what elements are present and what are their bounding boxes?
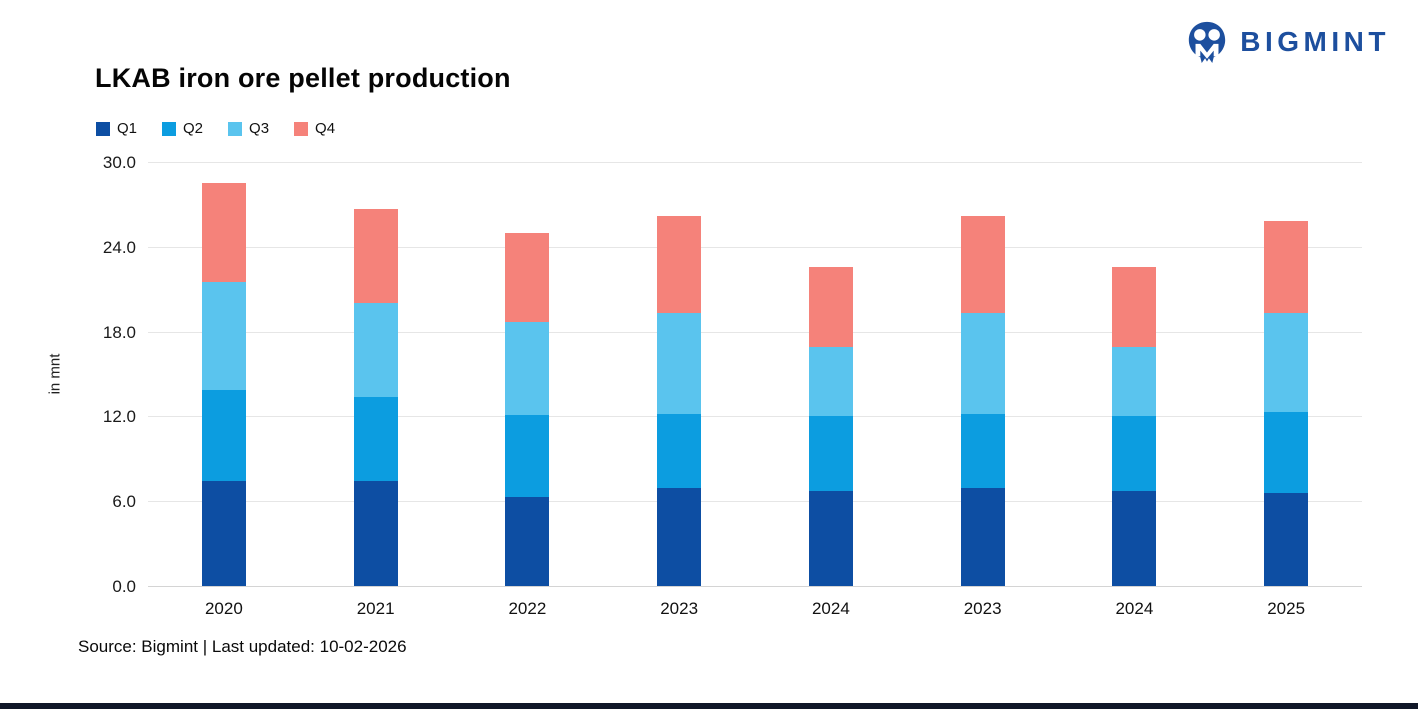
legend-item-q4: Q4 xyxy=(294,120,335,137)
y-tick-label: 0.0 xyxy=(112,577,136,596)
bar-segment-q1 xyxy=(1264,492,1309,586)
bar-segment-q4 xyxy=(1112,266,1157,348)
gridline: 30.0 xyxy=(103,153,1362,172)
x-tick-label: 2024 xyxy=(1115,599,1154,618)
bigmint-logo-icon xyxy=(1184,20,1230,64)
bar-segment-q3 xyxy=(353,303,398,397)
bar-segment-q4 xyxy=(201,183,246,283)
bars-container: 2020 2021 2022 2023 2024 2023 2024 2025 xyxy=(148,162,1362,618)
legend: Q1 Q2 Q3 Q4 xyxy=(96,120,335,137)
bar-segment-q4 xyxy=(960,215,1005,314)
bar-segment-q2 xyxy=(808,416,853,492)
bar-column-2024-6: 2024 xyxy=(1059,162,1211,618)
bar-segment-q1 xyxy=(657,488,702,586)
legend-swatch-q4 xyxy=(294,121,309,136)
bar-segment-q1 xyxy=(960,488,1005,586)
bar-column-2023-3: 2023 xyxy=(603,162,755,618)
plot-area: 0.0 6.0 12.0 18.0 24.0 30.0 2020 2021 2022 2023 2… xyxy=(103,153,1362,618)
bigmint-logo: BIGMINT xyxy=(1184,20,1390,64)
x-tick-label: 2020 xyxy=(204,599,243,618)
bar-segment-q1 xyxy=(1112,491,1157,586)
bar-column-2024-4: 2024 xyxy=(755,162,907,618)
bar-column-2025-7: 2025 xyxy=(1210,162,1362,618)
bigmint-logo-text: BIGMINT xyxy=(1240,26,1390,57)
bar-segment-q2 xyxy=(960,413,1005,489)
bar-segment-q3 xyxy=(201,282,246,390)
bar-segment-q3 xyxy=(505,321,550,415)
bar-segment-q1 xyxy=(505,496,550,586)
bar-column-2022-2: 2022 xyxy=(452,162,604,618)
stacked-bar xyxy=(353,208,398,586)
y-tick-label: 24.0 xyxy=(102,237,136,257)
gridline: 12.0 xyxy=(103,407,1362,426)
bar-column-2021-1: 2021 xyxy=(300,162,452,618)
stacked-bar xyxy=(505,232,550,586)
gridline: 24.0 xyxy=(103,238,1362,257)
y-tick-label: 18.0 xyxy=(102,322,136,342)
stacked-bar xyxy=(808,266,853,586)
bar-segment-q3 xyxy=(657,313,702,414)
stacked-bar xyxy=(657,215,702,586)
legend-label: Q1 xyxy=(117,120,138,137)
bottom-strip xyxy=(0,703,1418,709)
y-tick-label: 30.0 xyxy=(102,153,136,172)
legend-swatch-q3 xyxy=(228,121,243,136)
legend-swatch-q1 xyxy=(96,121,110,136)
bar-segment-q2 xyxy=(657,413,702,489)
legend-label: Q4 xyxy=(315,120,336,137)
legend-label: Q2 xyxy=(183,120,204,137)
bar-segment-q4 xyxy=(657,215,702,314)
legend-item-q2: Q2 xyxy=(162,120,203,137)
bar-segment-q2 xyxy=(1112,416,1157,492)
legend-label: Q3 xyxy=(249,120,270,137)
legend-item-q3: Q3 xyxy=(228,120,269,137)
stacked-bar xyxy=(1264,221,1309,586)
bar-column-2020-0: 2020 xyxy=(148,162,300,618)
x-tick-label: 2022 xyxy=(508,599,547,618)
x-tick-label: 2023 xyxy=(963,599,1002,618)
y-tick-label: 12.0 xyxy=(102,407,136,427)
bar-segment-q1 xyxy=(808,491,853,586)
x-tick-label: 2023 xyxy=(660,599,699,618)
stacked-bar xyxy=(201,183,246,586)
legend-swatch-q2 xyxy=(162,121,177,136)
bar-segment-q1 xyxy=(201,481,246,586)
bar-segment-q3 xyxy=(808,347,853,417)
bar-segment-q3 xyxy=(960,313,1005,414)
stacked-bar xyxy=(960,215,1005,586)
y-tick-label: 6.0 xyxy=(112,492,136,512)
x-tick-label: 2024 xyxy=(811,599,850,618)
chart-title: LKAB iron ore pellet production xyxy=(95,63,511,93)
bar-segment-q4 xyxy=(1264,221,1309,314)
bar-segment-q4 xyxy=(505,232,550,322)
x-tick-label: 2025 xyxy=(1267,599,1306,618)
source-line: Source: Bigmint | Last updated: 10-02-20… xyxy=(78,637,407,656)
gridline: 6.0 xyxy=(112,492,1362,511)
gridline: 18.0 xyxy=(103,323,1362,342)
bar-segment-q4 xyxy=(353,208,398,304)
bar-segment-q4 xyxy=(808,266,853,348)
bar-segment-q2 xyxy=(353,396,398,482)
bar-segment-q2 xyxy=(201,389,246,482)
bar-segment-q1 xyxy=(353,481,398,586)
bar-segment-q3 xyxy=(1112,347,1157,417)
x-tick-label: 2021 xyxy=(356,599,395,618)
y-axis-title: in mnt xyxy=(46,353,64,395)
bar-segment-q2 xyxy=(505,415,550,497)
bar-segment-q3 xyxy=(1264,313,1309,413)
legend-item-q1: Q1 xyxy=(96,120,137,137)
stacked-bar xyxy=(1112,266,1157,586)
gridline: 0.0 xyxy=(112,577,1362,596)
bar-column-2023-5: 2023 xyxy=(907,162,1059,618)
bar-segment-q2 xyxy=(1264,412,1309,493)
